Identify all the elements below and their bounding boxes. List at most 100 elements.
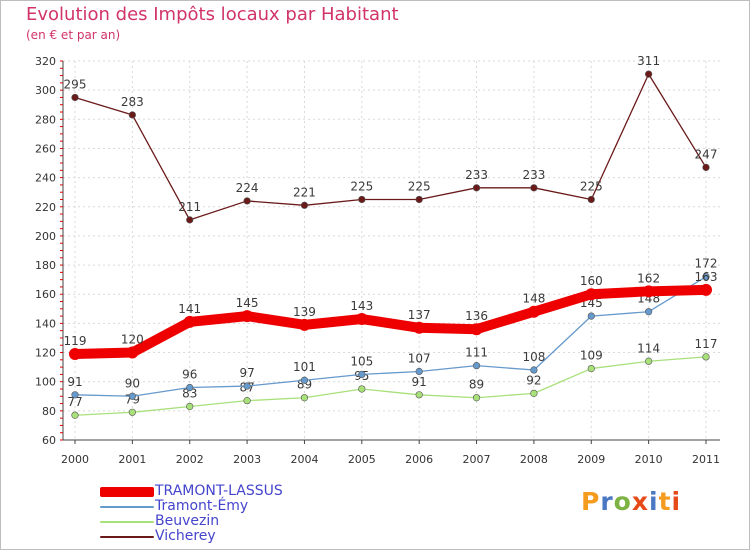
data-point-beuvezin [300, 394, 309, 402]
data-point-beuvezin [530, 389, 538, 397]
series-line-vicherey [74, 73, 707, 221]
data-point-tramont-emy [358, 370, 366, 379]
legend-label-vicherey: Vicherey [155, 528, 216, 544]
logo-letter: x [631, 487, 649, 516]
data-point-vicherey [300, 201, 309, 209]
series-line-tramont-emy [74, 276, 707, 397]
data-label-vicherey: 224 [236, 181, 259, 195]
data-label-tramont-emy: 101 [293, 360, 316, 374]
data-label-tramont-emy: 105 [350, 354, 373, 368]
data-point-tramont-emy [587, 312, 595, 320]
data-label-vicherey: 225 [350, 179, 373, 193]
data-label-tramont-lassus: 139 [293, 305, 316, 319]
data-label-tramont-emy: 107 [408, 351, 431, 365]
x-tick-label: 2006 [405, 453, 433, 466]
data-point-beuvezin [128, 408, 136, 416]
data-point-beuvezin [415, 391, 423, 399]
data-point-vicherey [415, 195, 423, 204]
data-point-beuvezin [472, 394, 481, 402]
y-tick-label: 160 [35, 288, 56, 301]
data-label-vicherey: 233 [465, 168, 488, 182]
data-point-beuvezin [645, 357, 653, 365]
data-point-tramont-lassus [69, 347, 81, 360]
x-tick-label: 2003 [233, 453, 261, 466]
y-tick-label: 180 [35, 259, 56, 272]
logo-letter: r [600, 487, 614, 516]
x-tick-label: 2001 [118, 453, 146, 466]
data-label-beuvezin: 117 [695, 337, 718, 351]
data-point-vicherey [702, 163, 710, 172]
legend-item-beuvezin: Beuvezin [100, 514, 400, 529]
data-label-tramont-emy: 96 [182, 368, 197, 382]
proxiti-logo: Proxiti [581, 487, 681, 516]
x-tick-label: 2011 [692, 453, 720, 466]
data-point-tramont-lassus [470, 323, 483, 336]
logo-letter: t [658, 487, 672, 516]
y-tick-label: 60 [42, 434, 56, 447]
chart-subtitle: (en € et par an) [26, 28, 121, 42]
data-point-tramont-lassus [642, 285, 655, 298]
data-point-tramont-emy [472, 362, 481, 370]
data-label-beuvezin: 92 [526, 373, 541, 387]
data-point-vicherey [587, 195, 595, 204]
series-line-tramont-lassus [70, 284, 711, 359]
data-point-tramont-lassus [183, 315, 196, 328]
data-point-beuvezin [358, 385, 366, 393]
y-tick-label: 200 [35, 230, 56, 243]
data-label-beuvezin: 77 [67, 395, 82, 409]
data-label-beuvezin: 89 [469, 378, 484, 392]
logo-letter: i [671, 487, 682, 516]
data-label-tramont-lassus: 145 [236, 296, 259, 310]
data-point-tramont-emy [530, 366, 538, 374]
data-point-vicherey [186, 216, 194, 224]
data-label-tramont-emy: 90 [125, 376, 140, 390]
chart-title: Evolution des Impôts locaux par Habitant [26, 4, 399, 25]
data-label-tramont-lassus: 163 [695, 270, 718, 284]
data-label-tramont-lassus: 137 [408, 308, 431, 322]
logo-letter: P [581, 487, 601, 516]
data-point-tramont-lassus [126, 346, 139, 359]
x-tick-label: 2004 [290, 453, 318, 466]
y-tick-label: 280 [35, 113, 56, 126]
data-label-tramont-lassus: 136 [465, 309, 488, 323]
y-tick-label: 100 [35, 376, 56, 389]
data-point-tramont-lassus [241, 310, 254, 323]
data-point-tramont-emy [415, 367, 423, 376]
y-tick-label: 320 [35, 55, 56, 68]
data-point-tramont-lassus [527, 305, 540, 318]
data-point-tramont-emy [300, 376, 309, 384]
data-label-vicherey: 211 [178, 200, 201, 214]
data-label-tramont-emy: 172 [695, 257, 718, 271]
data-point-beuvezin [71, 411, 79, 419]
series-line-beuvezin [74, 356, 707, 416]
data-point-beuvezin [243, 397, 251, 405]
x-tick-label: 2007 [463, 453, 491, 466]
data-point-tramont-lassus [298, 318, 311, 331]
y-tick-label: 80 [42, 405, 56, 418]
legend-label-tramont-lassus: TRAMONT-LASSUS [155, 483, 283, 499]
data-label-vicherey: 225 [580, 179, 603, 193]
data-point-vicherey [243, 197, 251, 205]
y-tick-label: 300 [35, 84, 56, 97]
data-point-tramont-lassus [585, 288, 598, 301]
data-point-vicherey [645, 70, 653, 78]
data-label-vicherey: 225 [408, 179, 431, 193]
data-label-tramont-lassus: 160 [580, 274, 603, 288]
data-point-beuvezin [702, 353, 710, 361]
data-label-tramont-lassus: 143 [350, 299, 373, 313]
data-label-beuvezin: 114 [637, 341, 660, 355]
x-tick-label: 2010 [635, 453, 663, 466]
legend-label-beuvezin: Beuvezin [155, 513, 220, 529]
data-label-vicherey: 233 [522, 168, 545, 182]
data-label-tramont-emy: 108 [522, 350, 545, 364]
data-point-tramont-emy [243, 382, 251, 390]
chart-legend: TRAMONT-LASSUS Tramont-Émy Beuvezin Vich… [100, 484, 400, 544]
data-point-tramont-emy [71, 391, 79, 399]
y-tick-label: 140 [35, 317, 56, 330]
legend-swatch-tramont-emy [100, 505, 154, 508]
logo-letter: o [613, 487, 632, 516]
data-point-tramont-lassus [355, 313, 368, 326]
data-label-vicherey: 221 [293, 185, 316, 199]
